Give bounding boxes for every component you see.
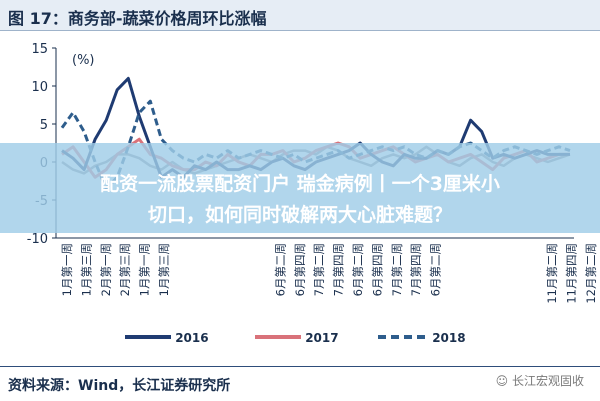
legend-label-2017: 2017 — [305, 331, 339, 345]
overlay-line-2: 切口，如何同时破解两大心脏难题？ — [147, 204, 452, 226]
x-tick-label: 6月第二周 — [351, 243, 365, 296]
legend-swatch-2018 — [378, 335, 428, 339]
x-tick-label: 2月第一周 — [99, 243, 113, 296]
watermark-text: 长江宏观固收 — [511, 374, 584, 388]
legend-label-2018: 2018 — [432, 331, 466, 345]
y-tick-label: 5 — [40, 118, 48, 133]
chart-title-bar: 图 17：商务部-蔬菜价格周环比涨幅 — [0, 0, 600, 31]
source-text: 资料来源：Wind，长江证券研究所 — [8, 378, 231, 394]
x-tick-label: 7月第二周 — [312, 243, 326, 296]
x-tick-label: 11月第二周 — [545, 243, 559, 304]
x-tick-label: 7月第二周 — [390, 243, 404, 296]
chart-title: 图 17：商务部-蔬菜价格周环比涨幅 — [8, 9, 267, 28]
x-tick-label: 6月第二周 — [429, 243, 443, 296]
x-tick-label: 6月第二周 — [273, 243, 287, 296]
y-tick-label: 10 — [31, 80, 48, 95]
legend-label-2016: 2016 — [175, 331, 209, 345]
x-tick-label: 2月第三周 — [118, 243, 132, 296]
y-unit-label: (%) — [72, 53, 95, 68]
overlay-banner: 配资一流股票配资门户 瑞金病例丨一个3厘米小 切口，如何同时破解两大心脏难题？ — [0, 143, 600, 233]
legend-swatch-2016 — [125, 335, 171, 339]
x-tick-label: 1月第三周 — [79, 243, 93, 296]
x-tick-label: 7月第四周 — [409, 243, 423, 296]
y-tick-label: 15 — [31, 42, 48, 57]
legend-swatch-2017 — [255, 335, 301, 339]
wechat-icon: ☺ — [495, 374, 509, 388]
x-tick-label: 12月第二周 — [584, 243, 598, 304]
x-tick-label: 1月第一周 — [138, 243, 152, 296]
source-bar: 资料来源：Wind，长江证券研究所 — [0, 366, 600, 401]
watermark: ☺ 长江宏观固收 — [496, 372, 584, 389]
x-tick-label: 1月第一周 — [60, 243, 74, 296]
overlay-line-1: 配资一流股票配资门户 瑞金病例丨一个3厘米小 — [100, 173, 500, 195]
x-tick-label: 6月第四周 — [293, 243, 307, 296]
x-tick-label: 1月第三周 — [157, 243, 171, 296]
x-tick-label: 7月第四周 — [332, 243, 346, 296]
y-tick-label: -10 — [27, 232, 48, 247]
x-tick-label: 6月第四周 — [370, 243, 384, 296]
x-tick-label: 11月第四周 — [564, 243, 578, 304]
